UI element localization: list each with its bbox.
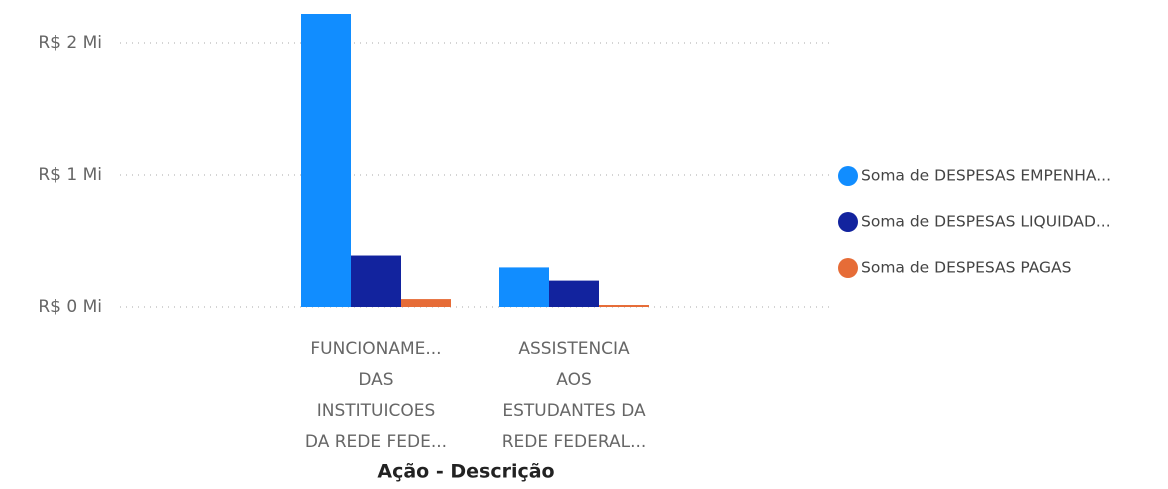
legend-label: Soma de DESPESAS LIQUIDAD... [861,213,1111,231]
bar [401,299,451,307]
legend-marker [838,212,858,232]
bar [599,305,649,307]
legend-marker [838,258,858,278]
y-tick-label: R$ 1 Mi [38,165,102,185]
bar [549,280,599,307]
x-tick-label: ASSISTENCIA AOS ESTUDANTES DA REDE FEDERAL.… [502,339,647,452]
x-tick-line: AOS [556,370,592,390]
bar [351,255,401,307]
x-tick-line: DA REDE FEDE... [305,432,447,452]
x-tick-line: FUNCIONAME... [310,339,441,359]
x-tick-line: ASSISTENCIA [518,339,630,359]
x-axis-title: Ação - Descrição [377,461,554,483]
x-tick-line: INSTITUICOES [317,401,436,421]
x-tick-line: DAS [358,370,393,390]
legend-label: Soma de DESPESAS PAGAS [861,259,1072,277]
legend-label: Soma de DESPESAS EMPENHA... [861,167,1111,185]
x-tick-label: FUNCIONAME... DAS INSTITUICOES DA REDE FEDE… [305,339,447,452]
y-tick-label: R$ 2 Mi [38,33,102,53]
x-tick-line: REDE FEDERAL... [502,432,647,452]
bar [499,267,549,307]
legend-marker [838,166,858,186]
x-tick-line: ESTUDANTES DA [502,401,646,421]
bar [301,14,351,307]
y-tick-label: R$ 0 Mi [38,297,102,317]
